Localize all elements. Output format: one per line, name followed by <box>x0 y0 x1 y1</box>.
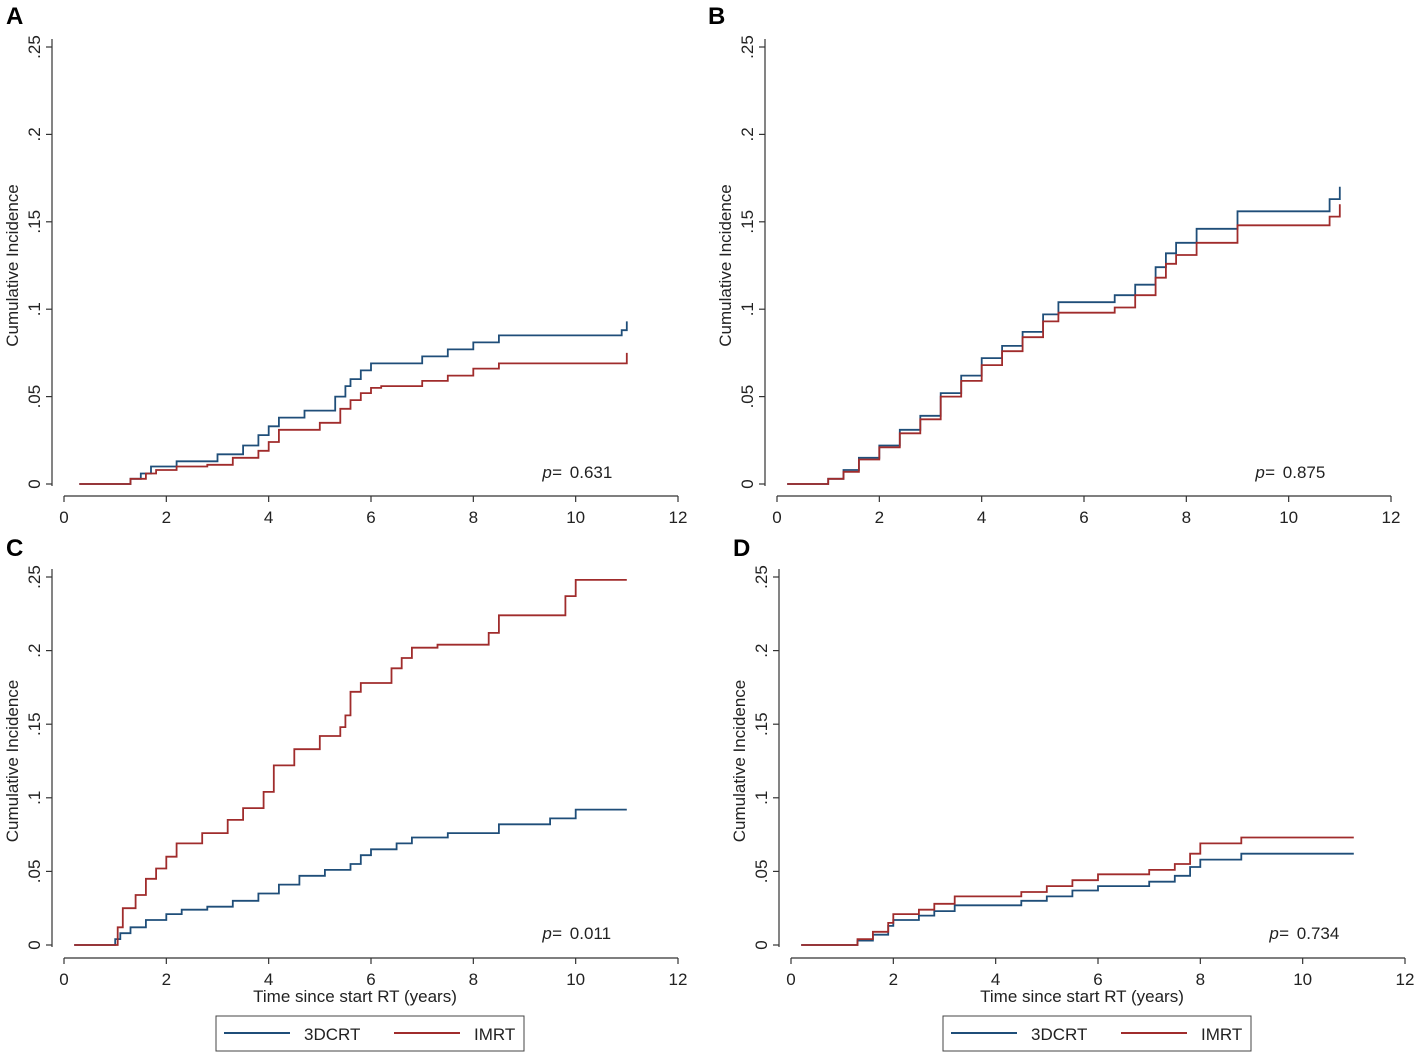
legend-label-3dcrt: 3DCRT <box>304 1025 360 1044</box>
y-tick-label: .25 <box>752 565 771 589</box>
y-tick-label: .05 <box>25 860 44 884</box>
y-tick-label: .2 <box>25 127 44 141</box>
y-tick-label: .15 <box>25 210 44 234</box>
x-tick-label: 8 <box>469 508 478 527</box>
panel-c: C 0 .05 .1 .15 .2 .25 0 2 4 6 8 10 12 Cumulative Incid… <box>3 535 688 1052</box>
y-tick-label: .2 <box>738 127 757 141</box>
x-tick-label: 6 <box>1093 970 1102 989</box>
x-tick-label: 0 <box>59 508 68 527</box>
p-value-label: p= <box>1254 463 1274 482</box>
x-tick-label: 2 <box>875 508 884 527</box>
y-tick-label: 0 <box>25 940 44 949</box>
x-tick-label: 12 <box>1396 970 1415 989</box>
y-tick-label: .05 <box>25 385 44 409</box>
y-tick-label: .25 <box>738 35 757 59</box>
y-axis-title: Cumulative Incidence <box>716 184 735 347</box>
y-tick-label: .15 <box>738 210 757 234</box>
p-value-number: 0.631 <box>570 463 613 482</box>
x-tick-label: 8 <box>1196 970 1205 989</box>
x-tick-label: 4 <box>264 508 273 527</box>
x-tick-label: 6 <box>1079 508 1088 527</box>
x-tick-label: 4 <box>264 970 273 989</box>
series-line-imrt <box>787 204 1341 485</box>
y-tick-label: .1 <box>752 791 771 805</box>
series-line-imrt <box>801 836 1354 946</box>
x-tick-label: 6 <box>366 970 375 989</box>
series-line-3dcrt <box>79 321 628 485</box>
p-value: p= 0.734 <box>1268 924 1339 943</box>
x-tick-label: 6 <box>366 508 375 527</box>
series-line-imrt <box>74 579 627 946</box>
y-tick-label: 0 <box>752 940 771 949</box>
p-value: p= 0.631 <box>541 463 612 482</box>
x-tick-label: 12 <box>669 970 688 989</box>
legend-label-imrt: IMRT <box>1201 1025 1242 1044</box>
panel-d: D 0 .05 .1 .15 .2 .25 0 2 4 6 8 10 12 Cumulative Incid… <box>730 535 1415 1052</box>
y-tick-label: .1 <box>738 302 757 316</box>
y-tick-label: .1 <box>25 302 44 316</box>
x-axis-title: Time since start RT (years) <box>253 987 457 1006</box>
x-tick-label: 8 <box>1182 508 1191 527</box>
legend-label-imrt: IMRT <box>474 1025 515 1044</box>
y-tick-label: .15 <box>752 712 771 736</box>
y-tick-label: .1 <box>25 791 44 805</box>
x-tick-label: 0 <box>59 970 68 989</box>
series-line-3dcrt <box>74 808 627 946</box>
p-value-number: 0.875 <box>1283 463 1326 482</box>
panel-a: A 0 .05 .1 .15 .2 .25 0 2 4 6 8 10 12 Cumulative Incid… <box>3 3 687 527</box>
x-tick-label: 4 <box>977 508 986 527</box>
x-axis-title: Time since start RT (years) <box>980 987 1184 1006</box>
p-value-number: 0.734 <box>1297 924 1340 943</box>
panel-letter: A <box>6 3 23 30</box>
y-tick-label: .25 <box>25 35 44 59</box>
y-tick-label: .15 <box>25 712 44 736</box>
y-tick-label: .2 <box>25 644 44 658</box>
x-tick-label: 12 <box>1382 508 1401 527</box>
x-tick-label: 4 <box>991 970 1000 989</box>
p-value-label: p= <box>1268 924 1288 943</box>
series-line-imrt <box>79 352 628 485</box>
series-line-3dcrt <box>787 186 1341 485</box>
p-value: p= 0.875 <box>1254 463 1325 482</box>
p-value: p= 0.011 <box>541 924 611 943</box>
x-tick-label: 2 <box>162 970 171 989</box>
x-tick-label: 10 <box>1279 508 1298 527</box>
panel-letter: C <box>6 535 23 562</box>
y-axis-title: Cumulative Incidence <box>730 680 749 843</box>
legend: 3DCRT IMRT <box>215 1015 525 1052</box>
x-tick-label: 10 <box>566 508 585 527</box>
x-tick-label: 0 <box>772 508 781 527</box>
y-tick-label: 0 <box>738 479 757 488</box>
y-tick-label: .2 <box>752 644 771 658</box>
legend-label-3dcrt: 3DCRT <box>1031 1025 1087 1044</box>
p-value-label: p= <box>541 463 561 482</box>
y-axis-title: Cumulative Incidence <box>3 680 22 843</box>
x-tick-label: 12 <box>669 508 688 527</box>
p-value-label: p= <box>541 924 561 943</box>
x-tick-label: 2 <box>162 508 171 527</box>
x-tick-label: 10 <box>566 970 585 989</box>
y-tick-label: .05 <box>738 385 757 409</box>
p-value-number: 0.011 <box>570 924 611 943</box>
y-axis-title: Cumulative Incidence <box>3 184 22 347</box>
x-tick-label: 8 <box>469 970 478 989</box>
x-tick-label: 2 <box>889 970 898 989</box>
legend: 3DCRT IMRT <box>942 1015 1252 1052</box>
y-tick-label: .05 <box>752 860 771 884</box>
panel-letter: B <box>708 3 725 30</box>
y-tick-label: 0 <box>25 479 44 488</box>
panel-b: B 0 .05 .1 .15 .2 .25 0 2 4 6 8 10 12 Cumulative Incid… <box>708 3 1400 527</box>
x-tick-label: 0 <box>786 970 795 989</box>
y-tick-label: .25 <box>25 565 44 589</box>
x-tick-label: 10 <box>1293 970 1312 989</box>
panel-letter: D <box>733 535 750 562</box>
